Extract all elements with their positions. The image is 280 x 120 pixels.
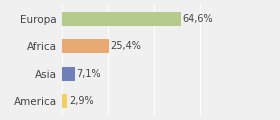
- Bar: [62, 39, 109, 53]
- Bar: [62, 12, 181, 26]
- Text: 25,4%: 25,4%: [110, 41, 141, 51]
- Bar: [62, 94, 67, 108]
- Text: 7,1%: 7,1%: [76, 69, 101, 79]
- Text: 64,6%: 64,6%: [183, 14, 213, 24]
- Text: 2,9%: 2,9%: [69, 96, 94, 106]
- Bar: [62, 67, 75, 81]
